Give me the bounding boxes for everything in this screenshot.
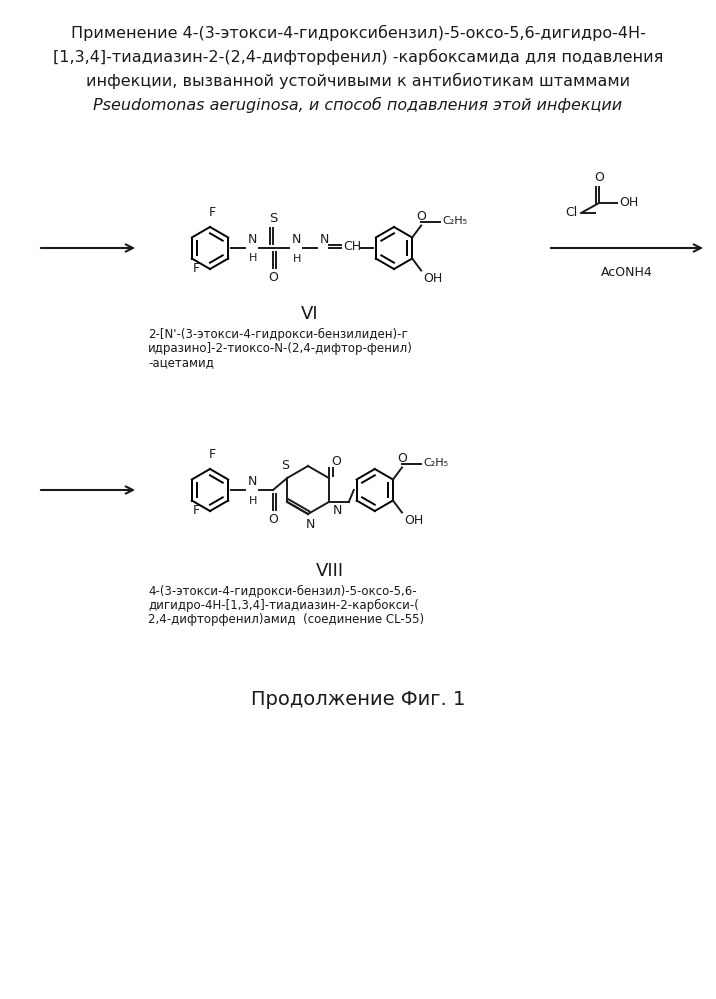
Text: O: O <box>594 171 604 184</box>
Text: VI: VI <box>301 305 319 323</box>
Text: O: O <box>268 271 278 284</box>
Text: [1,3,4]-тиадиазин-2-(2,4-дифторфенил) -карбоксамида для подавления: [1,3,4]-тиадиазин-2-(2,4-дифторфенил) -к… <box>53 49 663 65</box>
Text: идразино]-2-тиоксо-N-(2,4-дифтор-фенил): идразино]-2-тиоксо-N-(2,4-дифтор-фенил) <box>148 342 413 355</box>
Text: OH: OH <box>404 514 423 527</box>
Text: Применение 4-(3-этокси-4-гидроксибензил)-5-оксо-5,6-дигидро-4Н-: Применение 4-(3-этокси-4-гидроксибензил)… <box>71 25 645 41</box>
Text: 4-(3-этокси-4-гидрокси-бензил)-5-оксо-5,6-: 4-(3-этокси-4-гидрокси-бензил)-5-оксо-5,… <box>148 585 417 598</box>
Text: OH: OH <box>423 273 442 286</box>
Text: N: N <box>292 233 301 246</box>
Text: F: F <box>193 263 200 276</box>
Text: N: N <box>248 233 257 246</box>
Text: O: O <box>331 455 341 468</box>
Text: H: H <box>293 254 301 264</box>
Text: F: F <box>193 504 200 517</box>
Text: AcONH4: AcONH4 <box>601 266 653 279</box>
Text: H: H <box>249 496 257 506</box>
Text: O: O <box>397 453 407 466</box>
Text: VIII: VIII <box>316 562 344 580</box>
Text: N: N <box>320 233 329 246</box>
Text: инфекции, вызванной устойчивыми к антибиотикам штаммами: инфекции, вызванной устойчивыми к антиби… <box>86 73 630 89</box>
Text: S: S <box>281 459 289 472</box>
Text: F: F <box>208 206 216 219</box>
Text: дигидро-4Н-[1,3,4]-тиадиазин-2-карбокси-(: дигидро-4Н-[1,3,4]-тиадиазин-2-карбокси-… <box>148 599 419 612</box>
Text: C₂H₅: C₂H₅ <box>423 459 448 469</box>
Text: F: F <box>208 448 216 461</box>
Text: Pseudomonas aeruginosa, и способ подавления этой инфекции: Pseudomonas aeruginosa, и способ подавле… <box>93 97 623 113</box>
Text: O: O <box>268 513 278 526</box>
Text: N: N <box>333 504 342 517</box>
Text: OH: OH <box>619 197 638 210</box>
Text: 2,4-дифторфенил)амид  (соединение CL-55): 2,4-дифторфенил)амид (соединение CL-55) <box>148 613 424 626</box>
Text: CH: CH <box>343 241 361 254</box>
Text: Cl: Cl <box>565 207 577 220</box>
Text: N: N <box>305 518 315 531</box>
Text: O: O <box>416 211 426 224</box>
Text: -ацетамид: -ацетамид <box>148 356 214 369</box>
Text: Продолжение Фиг. 1: Продолжение Фиг. 1 <box>251 690 465 709</box>
Text: C₂H₅: C₂H₅ <box>442 217 467 227</box>
Text: H: H <box>249 253 257 263</box>
Text: S: S <box>268 212 277 225</box>
Text: N: N <box>248 475 257 488</box>
Text: 2-[N'-(3-этокси-4-гидрокси-бензилиден)-г: 2-[N'-(3-этокси-4-гидрокси-бензилиден)-г <box>148 328 407 341</box>
